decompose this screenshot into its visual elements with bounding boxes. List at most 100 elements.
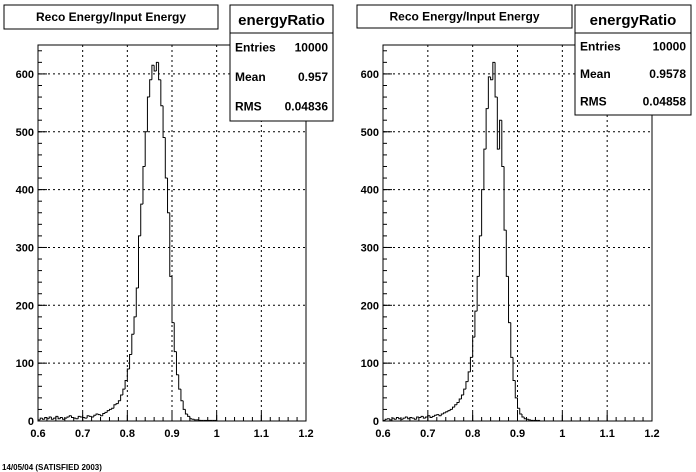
histogram-bin bbox=[117, 400, 121, 404]
histogram-bin bbox=[93, 414, 97, 417]
histogram-bin bbox=[490, 76, 493, 81]
histogram-bin bbox=[420, 415, 424, 418]
histogram-bin bbox=[499, 119, 502, 150]
histogram-bin bbox=[402, 417, 406, 420]
histogram-bin bbox=[422, 416, 426, 419]
histogram-bin bbox=[400, 418, 404, 420]
histogram-bin bbox=[521, 414, 525, 418]
histogram-bin bbox=[512, 357, 516, 382]
stats-value: 10000 bbox=[295, 41, 329, 55]
histogram-bin bbox=[447, 410, 451, 412]
histogram-bin bbox=[100, 414, 103, 417]
y-tick-label: 200 bbox=[16, 300, 34, 312]
histogram-bin bbox=[77, 415, 81, 419]
histogram-bin bbox=[146, 96, 150, 132]
histogram-bin bbox=[384, 418, 388, 421]
x-tick-label: 0.8 bbox=[120, 428, 135, 440]
histogram-bin bbox=[48, 416, 52, 419]
histogram-bin bbox=[182, 400, 186, 410]
x-tick-label: 1 bbox=[214, 428, 220, 440]
histogram-bin bbox=[434, 414, 437, 417]
histogram-bin bbox=[120, 394, 123, 401]
title-box bbox=[356, 4, 573, 29]
histogram-bin bbox=[494, 62, 498, 98]
stats-label: Entries bbox=[580, 40, 621, 54]
histogram-bin bbox=[386, 418, 390, 420]
histogram-bin bbox=[528, 419, 531, 421]
histogram-bin bbox=[169, 212, 172, 277]
x-tick-label: 1.2 bbox=[298, 428, 313, 440]
histogram-bin bbox=[113, 404, 117, 409]
x-tick-label: 0.9 bbox=[164, 428, 179, 440]
stats-value: 0.957 bbox=[298, 70, 328, 84]
y-tick-label: 400 bbox=[16, 185, 34, 197]
histogram-bin bbox=[102, 412, 105, 416]
histogram-bin bbox=[115, 403, 119, 405]
histogram-bin bbox=[476, 275, 480, 312]
histogram-bin bbox=[451, 406, 455, 410]
histogram-bin bbox=[57, 416, 61, 420]
chart-title: Reco Energy/Input Energy bbox=[389, 10, 539, 24]
x-tick-label: 1 bbox=[559, 428, 565, 440]
chart-title: Reco Energy/Input Energy bbox=[36, 10, 186, 24]
histogram-bin bbox=[478, 235, 482, 277]
histogram-bin bbox=[50, 416, 54, 420]
stats-value: 0.04858 bbox=[643, 94, 687, 108]
histogram-bin bbox=[167, 178, 170, 214]
histogram-bin bbox=[411, 417, 415, 419]
histogram-bin bbox=[122, 388, 126, 395]
histogram-bin bbox=[525, 418, 529, 420]
histogram-bin bbox=[124, 380, 128, 390]
histogram-bin bbox=[445, 411, 449, 413]
stats-name: energyRatio bbox=[590, 12, 677, 29]
histogram-bin bbox=[539, 420, 543, 422]
y-tick-label: 500 bbox=[361, 127, 379, 139]
histogram-bin bbox=[164, 137, 168, 179]
x-tick-label: 0.8 bbox=[465, 428, 480, 440]
histogram-bin bbox=[523, 416, 527, 420]
histogram-bin bbox=[59, 417, 63, 419]
stats-label: Mean bbox=[235, 70, 266, 84]
histogram-bin bbox=[46, 417, 50, 420]
histogram-bin bbox=[68, 415, 72, 417]
histogram-bin bbox=[393, 418, 397, 420]
histogram-bin bbox=[501, 120, 505, 167]
y-tick-label: 600 bbox=[361, 69, 379, 81]
histogram-bin bbox=[62, 417, 65, 420]
histogram-bin bbox=[474, 310, 478, 338]
histogram-bin bbox=[149, 79, 152, 98]
histogram-bin bbox=[530, 419, 534, 421]
x-tick-label: 0.6 bbox=[375, 428, 390, 440]
histogram-bin bbox=[483, 148, 487, 190]
stats-box bbox=[229, 4, 334, 122]
histogram-bin bbox=[189, 416, 193, 420]
histogram-bin bbox=[55, 415, 59, 419]
histogram-bin bbox=[140, 203, 143, 236]
histogram-bin bbox=[75, 418, 79, 420]
y-tick-label: 300 bbox=[361, 242, 379, 254]
histogram-bin bbox=[413, 418, 417, 420]
histogram-bin bbox=[407, 416, 410, 420]
histogram-bin bbox=[53, 417, 56, 420]
histogram-bin bbox=[216, 420, 219, 422]
histogram-bin bbox=[191, 418, 195, 420]
x-tick-label: 0.6 bbox=[30, 428, 45, 440]
histogram-bin bbox=[175, 351, 179, 376]
histogram-bin bbox=[519, 408, 522, 415]
y-tick-label: 100 bbox=[16, 358, 34, 370]
histogram-bin bbox=[418, 416, 422, 419]
histogram-bin bbox=[510, 322, 514, 358]
histogram-bin bbox=[431, 415, 435, 418]
histogram-bin bbox=[391, 417, 395, 420]
histogram-bin bbox=[151, 64, 155, 80]
histogram-bin bbox=[153, 65, 157, 72]
stats-value: 0.04836 bbox=[285, 99, 329, 113]
histogram-bin bbox=[460, 394, 464, 400]
histogram-bin bbox=[496, 97, 500, 150]
histogram-bin bbox=[155, 61, 159, 72]
stats-label: Mean bbox=[580, 67, 611, 81]
y-tick-label: 100 bbox=[361, 358, 379, 370]
histogram-bin bbox=[135, 287, 139, 317]
histogram-bin bbox=[465, 381, 469, 390]
